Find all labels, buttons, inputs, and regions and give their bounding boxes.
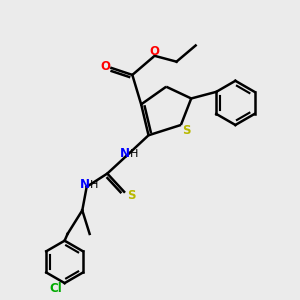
Text: S: S: [127, 188, 136, 202]
Text: N: N: [120, 147, 130, 160]
Text: S: S: [182, 124, 190, 137]
Text: N: N: [80, 178, 90, 191]
Text: O: O: [149, 45, 159, 58]
Text: Cl: Cl: [50, 282, 62, 295]
Text: H: H: [90, 180, 98, 190]
Text: O: O: [100, 60, 110, 73]
Text: H: H: [130, 149, 138, 159]
